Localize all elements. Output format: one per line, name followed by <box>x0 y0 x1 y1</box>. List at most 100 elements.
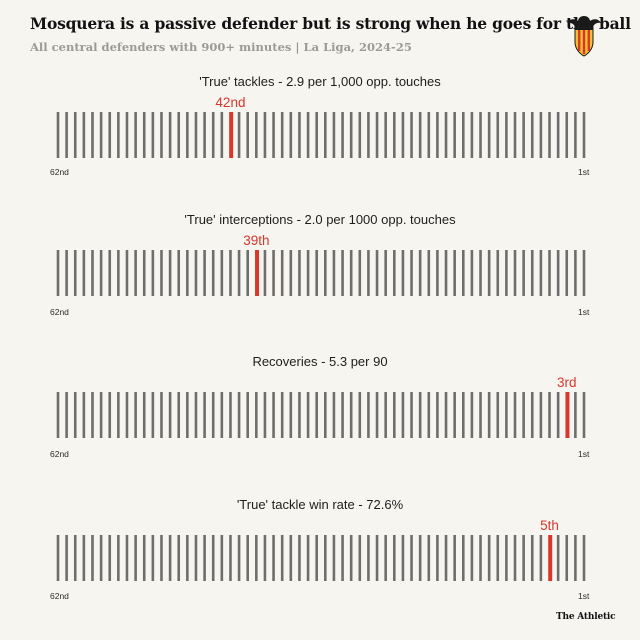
rank-bar <box>401 250 405 296</box>
metric-title: 'True' tackle win rate - 72.6% <box>236 497 404 512</box>
rank-bar <box>91 392 94 438</box>
valencia-cf-crest-icon <box>567 16 601 57</box>
rank-bar <box>56 250 60 296</box>
rank-bar <box>255 392 258 438</box>
rank-bar <box>341 112 344 158</box>
rank-bar <box>461 392 465 438</box>
rank-bar <box>349 392 353 438</box>
rank-bar <box>142 535 146 581</box>
rank-bar <box>582 392 586 438</box>
rank-bar <box>470 392 474 438</box>
rank-bar <box>418 112 422 158</box>
rank-bars: 5th <box>56 518 586 581</box>
rank-bar <box>91 535 94 581</box>
chart-title: Mosquera is a passive defender but is st… <box>30 14 631 33</box>
rank-bar <box>73 112 77 158</box>
rank-bar <box>203 535 206 581</box>
rank-bar <box>375 392 379 438</box>
rank-bar <box>505 250 508 296</box>
rank-bar <box>263 392 267 438</box>
rank-bar <box>444 535 448 581</box>
rank-bar <box>255 535 258 581</box>
rank-bar <box>160 535 163 581</box>
rank-bar <box>298 392 301 438</box>
highlight-bar <box>229 112 234 158</box>
rank-bar <box>461 535 465 581</box>
rank-bar <box>453 535 456 581</box>
rank-bar <box>211 392 215 438</box>
rank-bar <box>341 250 344 296</box>
rank-bar <box>324 112 327 158</box>
rank-bar <box>384 250 387 296</box>
rank-bar <box>220 535 224 581</box>
rank-bar <box>436 392 439 438</box>
axis-label-first: 1st <box>578 167 590 177</box>
rank-bar <box>194 250 198 296</box>
rank-bar <box>56 392 60 438</box>
rank-bar <box>574 112 577 158</box>
rank-bar <box>358 535 362 581</box>
rank-bar <box>160 392 163 438</box>
rank-bar <box>418 250 422 296</box>
rank-bar <box>91 112 94 158</box>
rank-bar <box>384 535 387 581</box>
rank-bar <box>418 535 422 581</box>
rank-bar <box>556 112 560 158</box>
rank-bar <box>444 392 448 438</box>
rank-bar <box>487 250 491 296</box>
rank-bar <box>246 535 249 581</box>
rank-bar <box>479 392 482 438</box>
rank-bar <box>289 112 293 158</box>
rank-bar <box>134 250 137 296</box>
highlight-bar <box>548 535 553 581</box>
rank-bar <box>505 112 508 158</box>
rank-bar <box>246 112 249 158</box>
rank-bar <box>91 250 94 296</box>
rank-bar <box>246 250 249 296</box>
rank-bar <box>99 392 103 438</box>
rank-bar <box>513 535 517 581</box>
rank-bar <box>548 392 551 438</box>
rank-bar <box>272 535 275 581</box>
rank-bar <box>522 535 525 581</box>
rank-bar <box>280 392 284 438</box>
rank-bar <box>229 535 232 581</box>
rank-bar <box>298 535 301 581</box>
rank-bar <box>255 112 258 158</box>
rank-bar <box>99 112 103 158</box>
rank-bar <box>237 392 241 438</box>
rank-bar <box>470 250 474 296</box>
rank-bar <box>332 112 336 158</box>
rank-bar <box>530 535 534 581</box>
rank-bar <box>582 112 586 158</box>
metric-panel-tackles: 'True' tackles - 2.9 per 1,000 opp. touc… <box>0 74 640 194</box>
rank-bar <box>117 535 120 581</box>
rank-bar <box>522 392 525 438</box>
rank-bar <box>108 250 112 296</box>
rank-bar <box>453 392 456 438</box>
rank-bar <box>367 392 370 438</box>
rank-bar <box>263 250 267 296</box>
highlight-bar <box>255 250 260 296</box>
rank-bar <box>436 535 439 581</box>
highlight-bar <box>565 392 570 438</box>
rank-label: 39th <box>243 233 269 248</box>
rank-bar <box>315 250 318 296</box>
rank-bar <box>263 535 267 581</box>
rank-bar <box>401 535 405 581</box>
rank-bar <box>289 250 293 296</box>
rank-bar <box>393 250 396 296</box>
rank-bar <box>530 112 534 158</box>
rank-bar <box>289 535 293 581</box>
rank-bar <box>65 112 68 158</box>
rank-bar <box>177 392 181 438</box>
rank-bar <box>220 392 224 438</box>
rank-bar <box>530 250 534 296</box>
rank-bar <box>194 112 198 158</box>
rank-bar <box>349 250 353 296</box>
rank-bar <box>134 112 137 158</box>
rank-bar <box>341 392 344 438</box>
rank-bar <box>280 112 284 158</box>
rank-bar <box>349 535 353 581</box>
rank-bar <box>574 250 577 296</box>
